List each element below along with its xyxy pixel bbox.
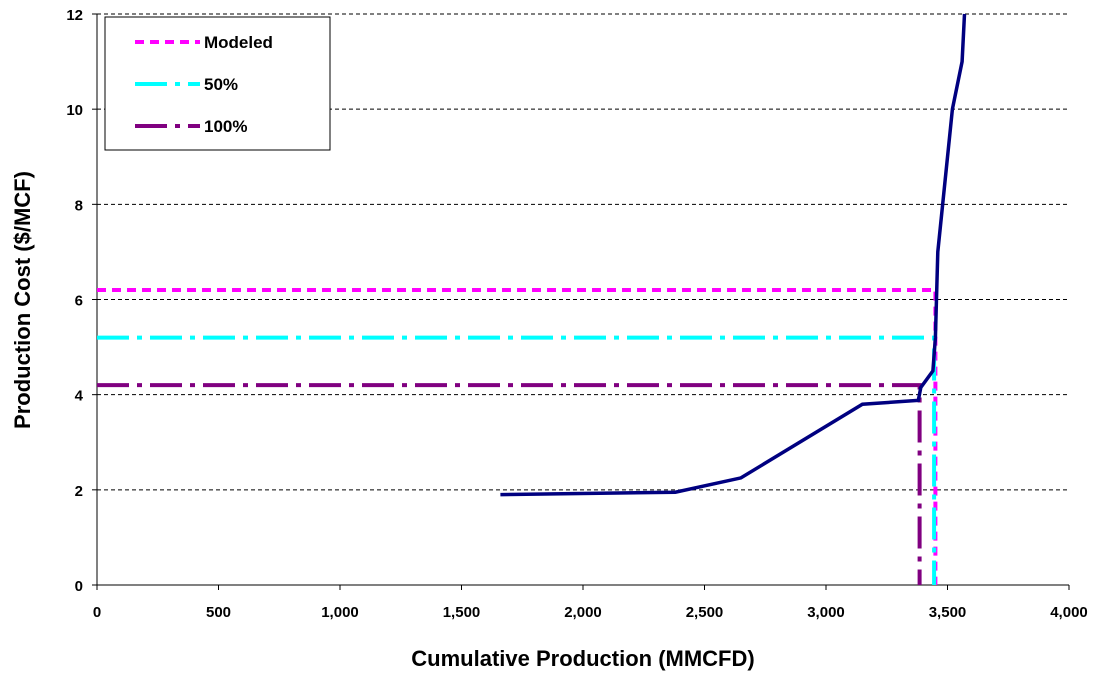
x-tick-label: 1,000 [321, 604, 359, 621]
y-tick-label: 4 [75, 388, 84, 405]
y-tick-label: 6 [75, 293, 83, 310]
legend: Modeled 50% 100% [105, 17, 330, 150]
y-tick-label: 10 [66, 102, 83, 119]
y-axis-title: Production Cost ($/MCF) [10, 171, 35, 429]
x-tick-label: 2,500 [686, 604, 724, 621]
x-tick-label: 2,000 [564, 604, 602, 621]
x-axis-ticks: 0 500 1,000 1,500 2,000 2,500 3,000 3,500 4,000 [93, 585, 1088, 621]
y-tick-label: 8 [75, 197, 83, 214]
y-axis-ticks: 0 2 4 6 8 10 12 [66, 7, 97, 595]
y-tick-label: 12 [66, 7, 83, 24]
x-tick-label: 500 [206, 604, 231, 621]
x-axis-title: Cumulative Production (MMCFD) [411, 646, 754, 671]
x-tick-label: 1,500 [443, 604, 481, 621]
series-line-cost-curve [500, 14, 964, 495]
y-tick-label: 0 [75, 578, 83, 595]
x-tick-label: 0 [93, 604, 101, 621]
legend-label: Modeled [204, 33, 273, 52]
legend-label: 50% [204, 75, 238, 94]
y-tick-label: 2 [75, 483, 83, 500]
series-line-50pct [97, 338, 934, 585]
x-tick-label: 4,000 [1050, 604, 1088, 621]
legend-label: 100% [204, 117, 247, 136]
x-tick-label: 3,000 [807, 604, 845, 621]
series-line-100pct [97, 385, 920, 585]
x-tick-label: 3,500 [929, 604, 967, 621]
